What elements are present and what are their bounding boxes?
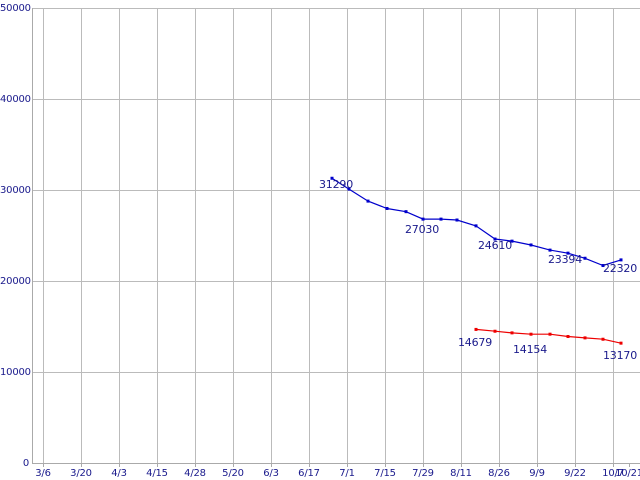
series-point-marker <box>421 217 425 221</box>
data-point-value-label: 23394 <box>548 253 582 266</box>
series-point-marker <box>510 239 514 243</box>
series-point-marker <box>548 248 552 252</box>
series-point-marker <box>529 243 533 247</box>
series-point-marker <box>566 335 570 339</box>
x-axis-tick-label: 7/15 <box>374 468 396 479</box>
data-point-value-label: 24610 <box>478 239 512 252</box>
x-axis-tick-label: 4/3 <box>111 468 127 479</box>
series-point-marker <box>601 264 605 268</box>
series-point-marker <box>474 224 478 228</box>
series-point-marker <box>455 218 459 222</box>
x-axis-tick-label: 7/1 <box>339 468 355 479</box>
x-axis-tick-label: 6/17 <box>298 468 320 479</box>
x-axis-tick-label: 5/20 <box>222 468 244 479</box>
series-point-marker <box>493 237 497 241</box>
x-axis-tick-label: 4/28 <box>184 468 206 479</box>
y-axis-tick-label: 20000 <box>0 276 31 287</box>
series-point-marker <box>583 256 587 260</box>
x-axis-tick-label: 3/20 <box>70 468 92 479</box>
data-series-group <box>330 176 623 345</box>
x-axis-tick-label: 9/22 <box>564 468 586 479</box>
series-point-marker <box>583 336 587 340</box>
series-line-red-series <box>475 328 622 344</box>
x-axis-tick-label: 10/7 <box>602 468 624 479</box>
gridlines-group <box>32 8 640 463</box>
x-axis-tick-label: 4/15 <box>146 468 168 479</box>
y-axis-tick-label: 50000 <box>0 3 31 14</box>
x-axis-tick-label: 9/9 <box>529 468 545 479</box>
x-axis-tick-label: 7/29 <box>412 468 434 479</box>
series-point-marker <box>510 331 514 335</box>
series-point-marker <box>493 329 497 333</box>
series-point-marker <box>439 217 443 221</box>
series-point-marker <box>404 210 408 214</box>
axis-lines-group <box>32 8 640 467</box>
data-point-value-label: 13170 <box>603 349 637 362</box>
x-axis-tick-label: 8/11 <box>450 468 472 479</box>
series-point-marker <box>474 327 478 331</box>
data-point-value-label: 27030 <box>405 223 439 236</box>
series-point-marker <box>385 206 389 210</box>
data-point-value-label: 14154 <box>513 343 547 356</box>
series-point-marker <box>347 187 351 191</box>
y-axis-tick-label: 0 <box>22 458 29 469</box>
series-point-marker <box>330 176 334 180</box>
series-point-marker <box>566 251 570 255</box>
x-axis-tick-label: 10/21 <box>615 468 640 479</box>
series-point-marker <box>366 199 370 203</box>
data-point-value-label: 22320 <box>603 262 637 275</box>
x-axis-tick-label: 8/26 <box>488 468 510 479</box>
y-axis-tick-label: 10000 <box>0 367 31 378</box>
series-point-marker <box>619 258 623 262</box>
series-point-marker <box>601 337 605 341</box>
data-point-value-label: 31290 <box>319 178 353 191</box>
y-axis-tick-label: 40000 <box>0 94 31 105</box>
series-point-marker <box>548 332 552 336</box>
data-point-value-label: 14679 <box>458 336 492 349</box>
series-point-marker <box>619 341 623 345</box>
x-axis-tick-label: 6/3 <box>263 468 279 479</box>
y-axis-tick-label: 30000 <box>0 185 31 196</box>
series-point-marker <box>529 332 533 336</box>
x-axis-tick-label: 3/6 <box>35 468 51 479</box>
